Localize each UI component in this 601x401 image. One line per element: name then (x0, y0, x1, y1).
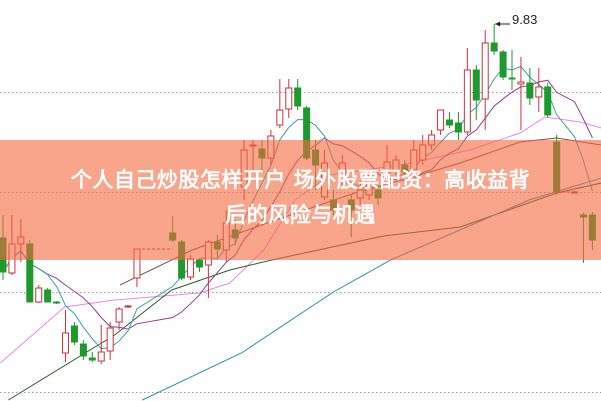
title-line-2: 后的风险与机遇 (225, 203, 376, 227)
candle-body (446, 119, 453, 126)
candle-body (70, 325, 78, 343)
candle (285, 79, 293, 118)
candle (437, 109, 445, 135)
candle (454, 112, 462, 140)
candle-body (44, 289, 52, 303)
candle-body (187, 258, 195, 278)
candle-body (499, 51, 507, 78)
candle-body (490, 42, 498, 52)
candle (70, 322, 78, 345)
title-line-1: 个人自己炒股怎样开户 场外股票配资：高收益背 (70, 168, 531, 192)
candle (472, 65, 480, 120)
candle (463, 48, 471, 135)
high-price-label: 9.83 (512, 12, 538, 27)
candle-body (106, 327, 114, 352)
candle (53, 301, 61, 304)
candle-body (535, 86, 543, 98)
candle-body (454, 122, 462, 133)
candle (97, 325, 105, 364)
candle (35, 285, 43, 303)
candle-body (508, 77, 516, 80)
arrow-left-icon (495, 21, 501, 27)
candle (44, 288, 52, 303)
candle-body (526, 82, 534, 99)
candle (195, 258, 203, 272)
candle-body (481, 42, 489, 100)
candle (124, 305, 132, 308)
candle-body (35, 287, 43, 303)
high-marker (495, 21, 510, 27)
candle (499, 50, 507, 80)
candle-body (276, 109, 284, 126)
title-banner (0, 140, 601, 260)
candle-body (195, 259, 203, 268)
candle-body (285, 87, 293, 110)
candle (490, 24, 498, 55)
candle (446, 112, 453, 128)
candle (106, 322, 114, 360)
candle (508, 50, 516, 90)
candle-body (437, 109, 445, 131)
candle-body (53, 301, 61, 304)
candle-body (115, 308, 123, 323)
article-title: 个人自己炒股怎样开户 场外股票配资：高收益背 后的风险与机遇 (0, 163, 601, 233)
candle (115, 307, 123, 330)
candle-body (544, 86, 552, 116)
candle-body (124, 305, 132, 308)
candle (481, 30, 489, 130)
candle (79, 340, 87, 360)
candle-body (79, 343, 87, 357)
candle (276, 79, 284, 128)
candle (294, 79, 302, 110)
candle-body (472, 69, 480, 101)
candle (544, 83, 552, 118)
candle (62, 310, 70, 362)
candle-body (97, 351, 105, 362)
candle (88, 352, 96, 362)
candle-body (88, 357, 96, 361)
candle (517, 57, 525, 130)
candle-body (294, 87, 302, 107)
candle (526, 68, 534, 105)
candle-body (463, 69, 471, 133)
candle-body (517, 81, 525, 85)
candle (535, 68, 543, 112)
candle-body (62, 332, 70, 354)
